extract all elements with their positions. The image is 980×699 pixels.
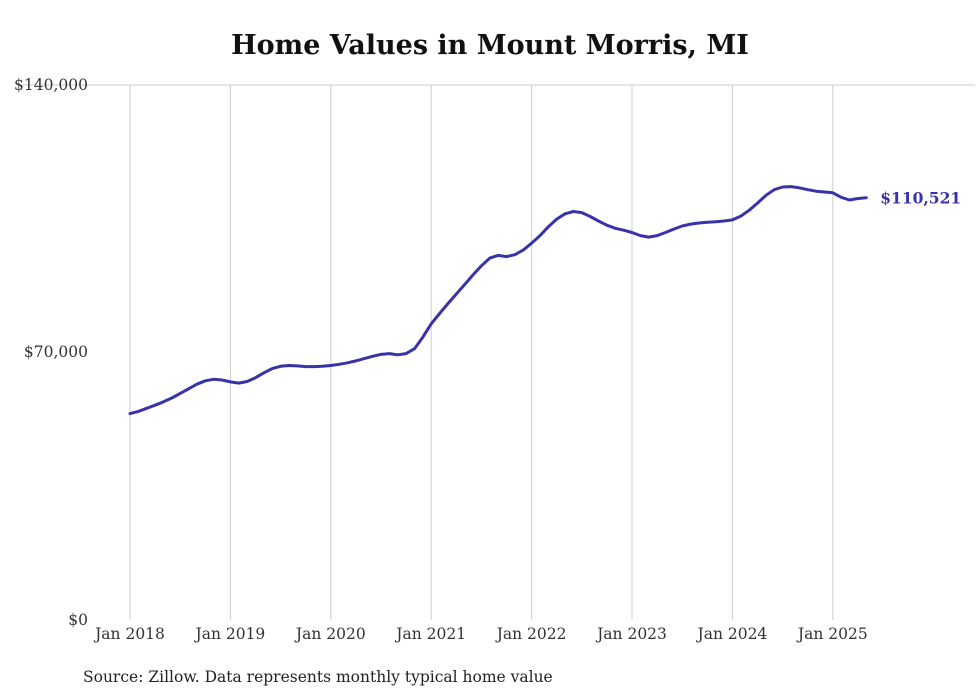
y-axis-tick-140000: $140,000 bbox=[14, 76, 88, 94]
x-axis-tick-label: Jan 2020 bbox=[295, 625, 366, 643]
x-axis-tick-label: Jan 2018 bbox=[95, 625, 165, 643]
x-axis-tick-label: Jan 2023 bbox=[597, 625, 667, 643]
x-axis-tick-label: Jan 2025 bbox=[797, 625, 868, 643]
chart-title: Home Values in Mount Morris, MI bbox=[231, 30, 749, 61]
x-axis-tick-label: Jan 2019 bbox=[195, 625, 266, 643]
x-axis-tick-label: Jan 2022 bbox=[496, 625, 567, 643]
latest-value-label: $110,521 bbox=[880, 188, 962, 208]
y-axis-tick-0: $0 bbox=[68, 611, 88, 629]
y-axis-tick-70000: $70,000 bbox=[23, 343, 88, 361]
x-axis-tick-label: Jan 2024 bbox=[697, 625, 768, 643]
source-note: Source: Zillow. Data represents monthly … bbox=[83, 668, 553, 686]
home-value-line bbox=[128, 185, 868, 416]
x-axis-tick-label: Jan 2021 bbox=[396, 625, 467, 643]
